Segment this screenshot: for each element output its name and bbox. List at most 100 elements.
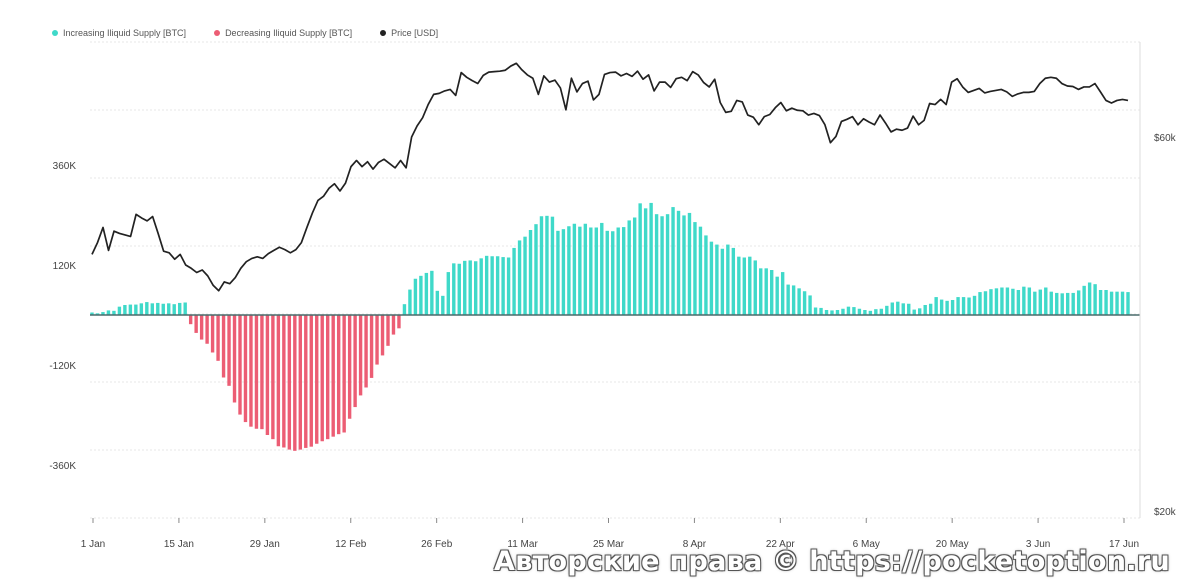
increasing-bar [95,313,100,315]
increasing-bar [512,247,516,315]
increasing-bar [1093,284,1097,315]
increasing-bar [1055,292,1059,315]
increasing-bar [896,301,900,315]
increasing-bar [1033,291,1037,315]
legend-item-decreasing[interactable]: Decreasing Iliquid Supply [BTC] [214,28,352,38]
increasing-bar [819,307,823,315]
increasing-bar [654,214,659,315]
x-tick-label: 3 Jun [1026,539,1050,550]
increasing-bar [419,275,423,315]
x-tick-label: 20 May [936,539,969,550]
increasing-bar [430,270,434,315]
increasing-bar [605,230,609,315]
increasing-bar [112,310,116,315]
increasing-bar [759,268,763,315]
increasing-bar [885,305,889,315]
increasing-bar [178,302,182,315]
increasing-bar [490,256,494,315]
increasing-bar [660,216,664,315]
increasing-bar [501,257,505,315]
increasing-bar [550,216,555,315]
decreasing-bar [238,315,242,415]
increasing-bar [578,226,582,315]
decreasing-bar [397,315,401,329]
increasing-bar [890,302,894,315]
increasing-bar [775,276,779,315]
increasing-bar [1098,290,1103,315]
increasing-bar [682,215,686,315]
increasing-bar [879,308,884,315]
increasing-bar [408,289,412,315]
watermark: Авторские права © https://pocketoption.r… [494,546,1170,577]
increasing-bar [780,272,785,315]
increasing-bar [495,256,500,315]
increasing-bar [1027,287,1032,315]
decreasing-bar [298,315,302,450]
legend-item-price[interactable]: Price [USD] [380,28,438,38]
increasing-bar [567,226,571,315]
legend-item-increasing[interactable]: Increasing Iliquid Supply [BTC] [52,28,186,38]
decreasing-bar [199,315,204,340]
increasing-bar [983,291,988,315]
increasing-bar [770,270,774,315]
grid [90,41,1140,519]
increasing-bar [539,216,544,315]
increasing-bar [1066,292,1070,315]
increasing-bar [583,223,588,315]
increasing-bar [517,240,522,315]
increasing-bar [1082,285,1086,315]
increasing-bar [594,227,598,315]
increasing-bar [1044,287,1048,315]
y-right-tick-label: $60k [1154,133,1177,144]
increasing-bar [561,229,566,315]
increasing-bar [742,257,746,315]
price-line-path [91,62,1129,292]
increasing-bar [638,203,642,315]
x-tick-label: 26 Feb [421,539,453,550]
increasing-bar [912,309,916,315]
increasing-bar [846,306,851,315]
increasing-bar [737,256,741,315]
decreasing-bar [326,315,330,440]
price-line [91,62,1129,292]
decreasing-bar [232,315,237,403]
legend-swatch-decreasing [214,30,221,36]
increasing-bar [907,303,911,315]
x-tick-label: 29 Jan [250,539,280,550]
increasing-bar [665,214,670,315]
increasing-bar [791,285,796,315]
decreasing-bar [293,315,297,451]
axes: 360K 120K -120K -360K $60k $20k 1 Jan 15 Jan 29 … [49,42,1177,550]
increasing-bar [764,268,768,315]
increasing-bar [797,288,801,315]
increasing-bar [726,244,730,315]
increasing-bar [484,255,489,315]
increasing-bar [1005,287,1010,315]
y-left-tick-label: -120K [49,361,76,372]
decreasing-bar [271,315,275,440]
increasing-bar [786,284,790,315]
increasing-bar [1071,292,1075,315]
x-tick-label: 25 Mar [593,539,625,550]
increasing-bar [446,272,450,315]
decreasing-bar [380,315,385,356]
increasing-bar [709,241,714,315]
increasing-bar [1016,290,1021,315]
increasing-bar [830,310,834,315]
increasing-bar [479,258,483,315]
decreasing-bar [353,315,357,408]
increasing-bar [731,247,736,315]
decreasing-bar [221,315,226,378]
increasing-bar [918,308,922,315]
increasing-bar [528,230,533,315]
increasing-bar [945,300,949,315]
decreasing-bar [386,315,390,346]
increasing-bar [90,312,94,315]
increasing-bar [961,297,966,315]
increasing-bar [161,303,165,315]
increasing-bar [923,305,927,315]
decreasing-bar [309,315,313,447]
increasing-bar [1049,291,1053,315]
x-tick-label: 8 Apr [683,539,707,550]
increasing-bar [643,208,648,315]
